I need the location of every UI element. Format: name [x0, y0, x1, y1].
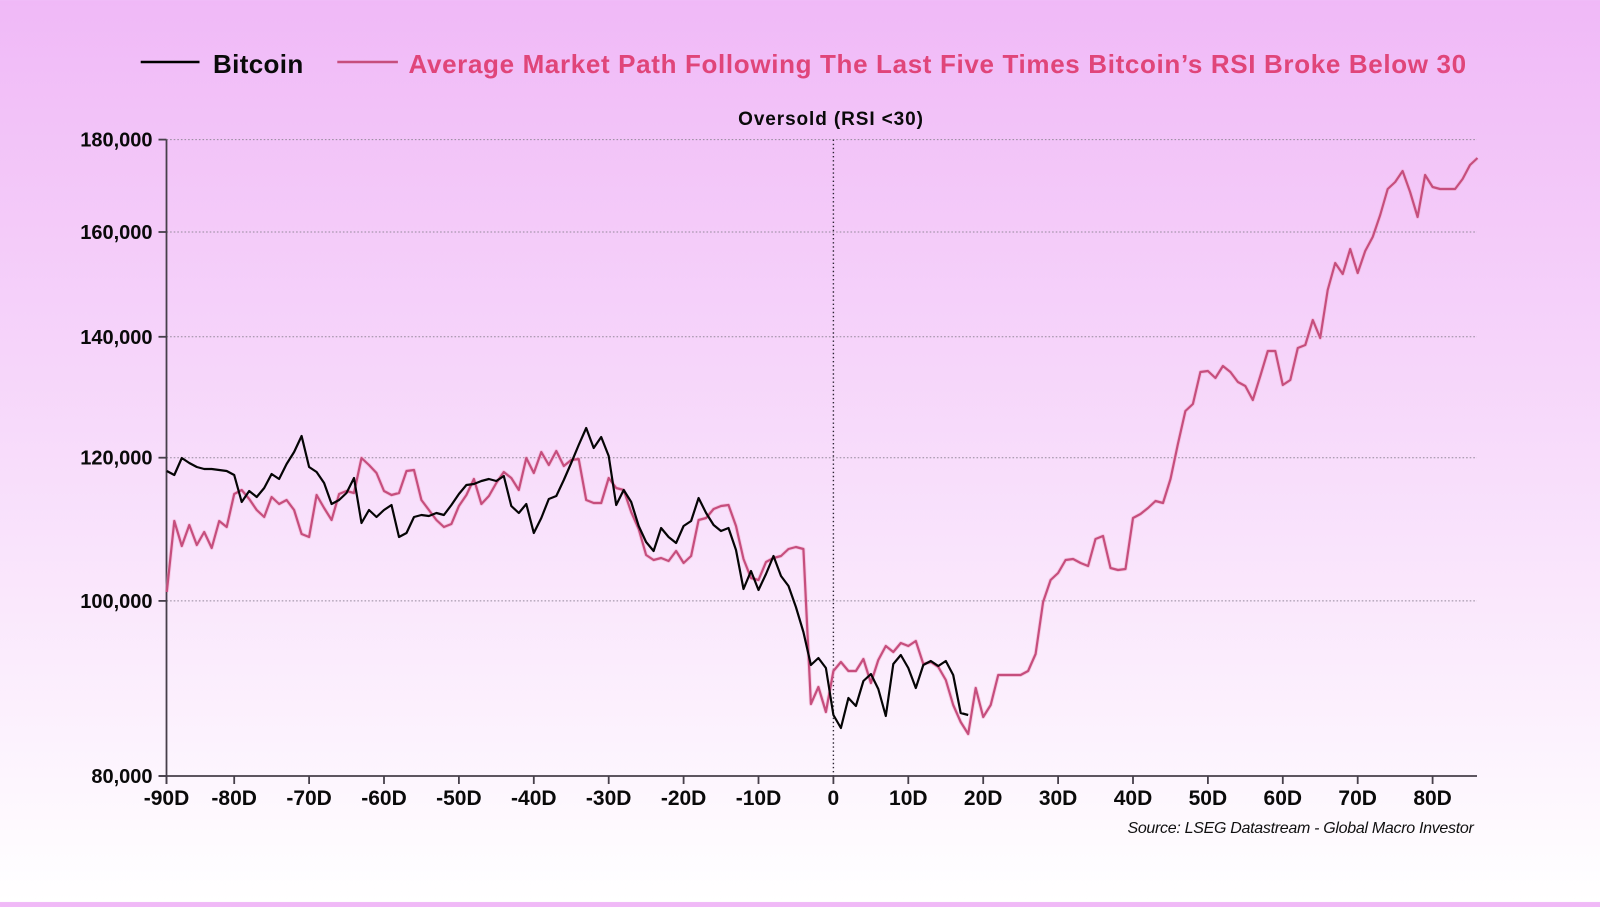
svg-text:Oversold (RSI <30): Oversold (RSI <30): [738, 109, 924, 130]
svg-text:60D: 60D: [1264, 787, 1303, 810]
svg-text:-30D: -30D: [586, 787, 632, 810]
svg-text:100,000: 100,000: [80, 591, 152, 613]
svg-text:180,000: 180,000: [80, 130, 152, 152]
svg-text:-80D: -80D: [211, 787, 257, 810]
svg-text:160,000: 160,000: [80, 222, 152, 244]
svg-text:20D: 20D: [964, 787, 1003, 810]
svg-text:70D: 70D: [1338, 787, 1377, 810]
svg-text:-10D: -10D: [736, 787, 782, 810]
svg-text:Source: LSEG Datastream - Glob: Source: LSEG Datastream - Global Macro I…: [1127, 820, 1474, 837]
svg-text:40D: 40D: [1114, 787, 1153, 810]
svg-text:30D: 30D: [1039, 787, 1078, 810]
svg-text:Bitcoin: Bitcoin: [213, 49, 304, 79]
svg-text:80D: 80D: [1413, 787, 1452, 810]
svg-text:-90D: -90D: [144, 787, 190, 810]
svg-text:0: 0: [828, 787, 840, 810]
svg-text:-70D: -70D: [286, 787, 332, 810]
svg-text:Average Market Path Following: Average Market Path Following The Last F…: [409, 49, 1467, 79]
svg-text:50D: 50D: [1189, 787, 1228, 810]
svg-text:80,000: 80,000: [91, 766, 152, 788]
svg-text:10D: 10D: [889, 787, 928, 810]
svg-text:120,000: 120,000: [80, 448, 152, 470]
svg-text:-50D: -50D: [436, 787, 482, 810]
svg-text:-40D: -40D: [511, 787, 557, 810]
svg-text:-60D: -60D: [361, 787, 407, 810]
svg-text:140,000: 140,000: [80, 327, 152, 349]
svg-text:-20D: -20D: [661, 787, 707, 810]
